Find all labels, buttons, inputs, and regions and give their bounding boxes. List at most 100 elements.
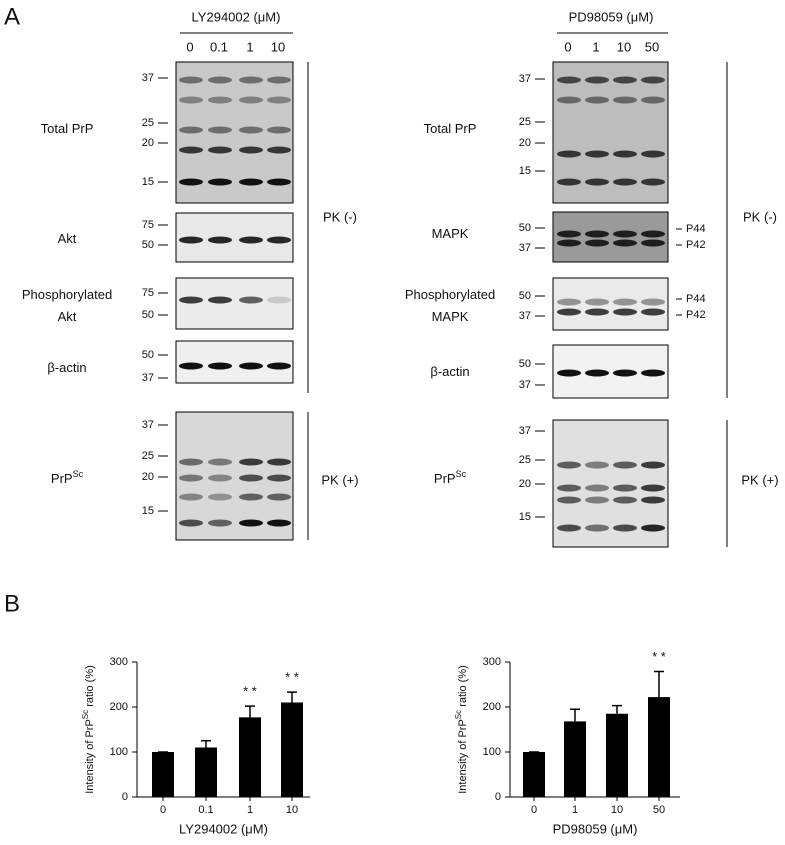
dose-label: 10 [271,39,285,54]
blot-panel [175,340,294,384]
blot-band [179,96,203,104]
dose-label: 1 [246,39,253,54]
marker-label: 75 [142,219,154,231]
marker-label: 37 [519,242,531,254]
blot-band [557,524,581,532]
dose-label: 0 [564,39,571,54]
blot-band [613,484,637,492]
marker-label: 37 [519,310,531,322]
blot-band [641,369,665,377]
blot-band [557,461,581,469]
blot-band [239,96,263,104]
significance: * * [243,684,257,699]
marker-label: 50 [142,239,154,251]
row-label: Akt [58,231,77,246]
blot-band [208,236,232,244]
row-label-text: Phosphorylated [22,287,112,302]
blot-band [208,519,232,527]
blot-band [179,178,203,186]
blot-band [208,96,232,104]
blot-band [613,230,637,238]
row-label: β-actin [47,360,86,375]
blot-band [267,458,291,466]
row-label: PrPSc [51,469,84,486]
blot-band [179,474,203,482]
blot-band [267,493,291,501]
blot-band [641,150,665,158]
y-axis-label-sup: Sc [81,710,90,719]
blot-band [239,126,263,134]
bar [152,752,174,797]
blot-band [557,369,581,377]
dose-label: 10 [617,39,631,54]
marker-label: 15 [519,165,531,177]
blot-band [613,150,637,158]
x-tick-label: 0 [160,804,166,816]
blot-band [613,308,637,316]
marker-label: 25 [142,117,154,129]
blot-band [557,239,581,247]
x-tick-label: 1 [247,804,253,816]
row-label-text: PrP [51,471,73,486]
y-tick-label: 100 [110,746,128,758]
blot-band [613,96,637,104]
y-tick-label: 0 [495,791,501,803]
blot-band [585,96,609,104]
blot-band [641,230,665,238]
blot-band [585,298,609,306]
row-label-text: Total PrP [41,121,94,136]
blot-band [585,76,609,84]
blot-band [557,96,581,104]
marker-label: 75 [142,287,154,299]
y-axis-label: Intensity of PrPSc ratio (%) [81,665,96,794]
blot-band [239,493,263,501]
blot-panel [175,277,294,330]
blot-band [557,178,581,186]
blot-panel [552,277,669,331]
marker-label: 37 [519,379,531,391]
y-axis-label-tail: ratio (%) [84,665,96,710]
blot-band [239,146,263,154]
blot-band [613,178,637,186]
dose-label: 50 [645,39,659,54]
dose-label: 0.1 [210,39,228,54]
blot-band [557,230,581,238]
row-label-sup: Sc [73,469,84,479]
blot-band [179,236,203,244]
row-label-sup: Sc [456,469,467,479]
x-tick-label: 50 [653,804,665,816]
row-label: MAPK [432,309,469,324]
blot-band [557,308,581,316]
pk-label: PK (-) [323,209,357,224]
x-tick-label: 10 [611,804,623,816]
blot-band [641,96,665,104]
row-label-text: β-actin [430,364,469,379]
marker-label: 50 [142,349,154,361]
band-label: P42 [686,239,706,251]
blot-panel [175,411,294,541]
marker-label: 15 [142,505,154,517]
blot-band [613,461,637,469]
blot-band [557,76,581,84]
blot-band [613,239,637,247]
band-label: P42 [686,309,706,321]
marker-label: 20 [142,471,154,483]
blot-band [239,362,263,370]
blot-band [267,362,291,370]
blot-band [641,484,665,492]
error-bar [287,691,297,703]
blot-band [557,150,581,158]
blot-band [208,458,232,466]
blot-band [239,458,263,466]
bar [606,713,628,797]
blot-band [641,239,665,247]
x-tick-label: 0 [531,804,537,816]
blot-band [585,230,609,238]
row-label: Total PrP [424,121,477,136]
marker-label: 20 [519,478,531,490]
y-tick-label: 200 [110,701,128,713]
blot-band [208,126,232,134]
blot-band [641,461,665,469]
blot-band [179,519,203,527]
